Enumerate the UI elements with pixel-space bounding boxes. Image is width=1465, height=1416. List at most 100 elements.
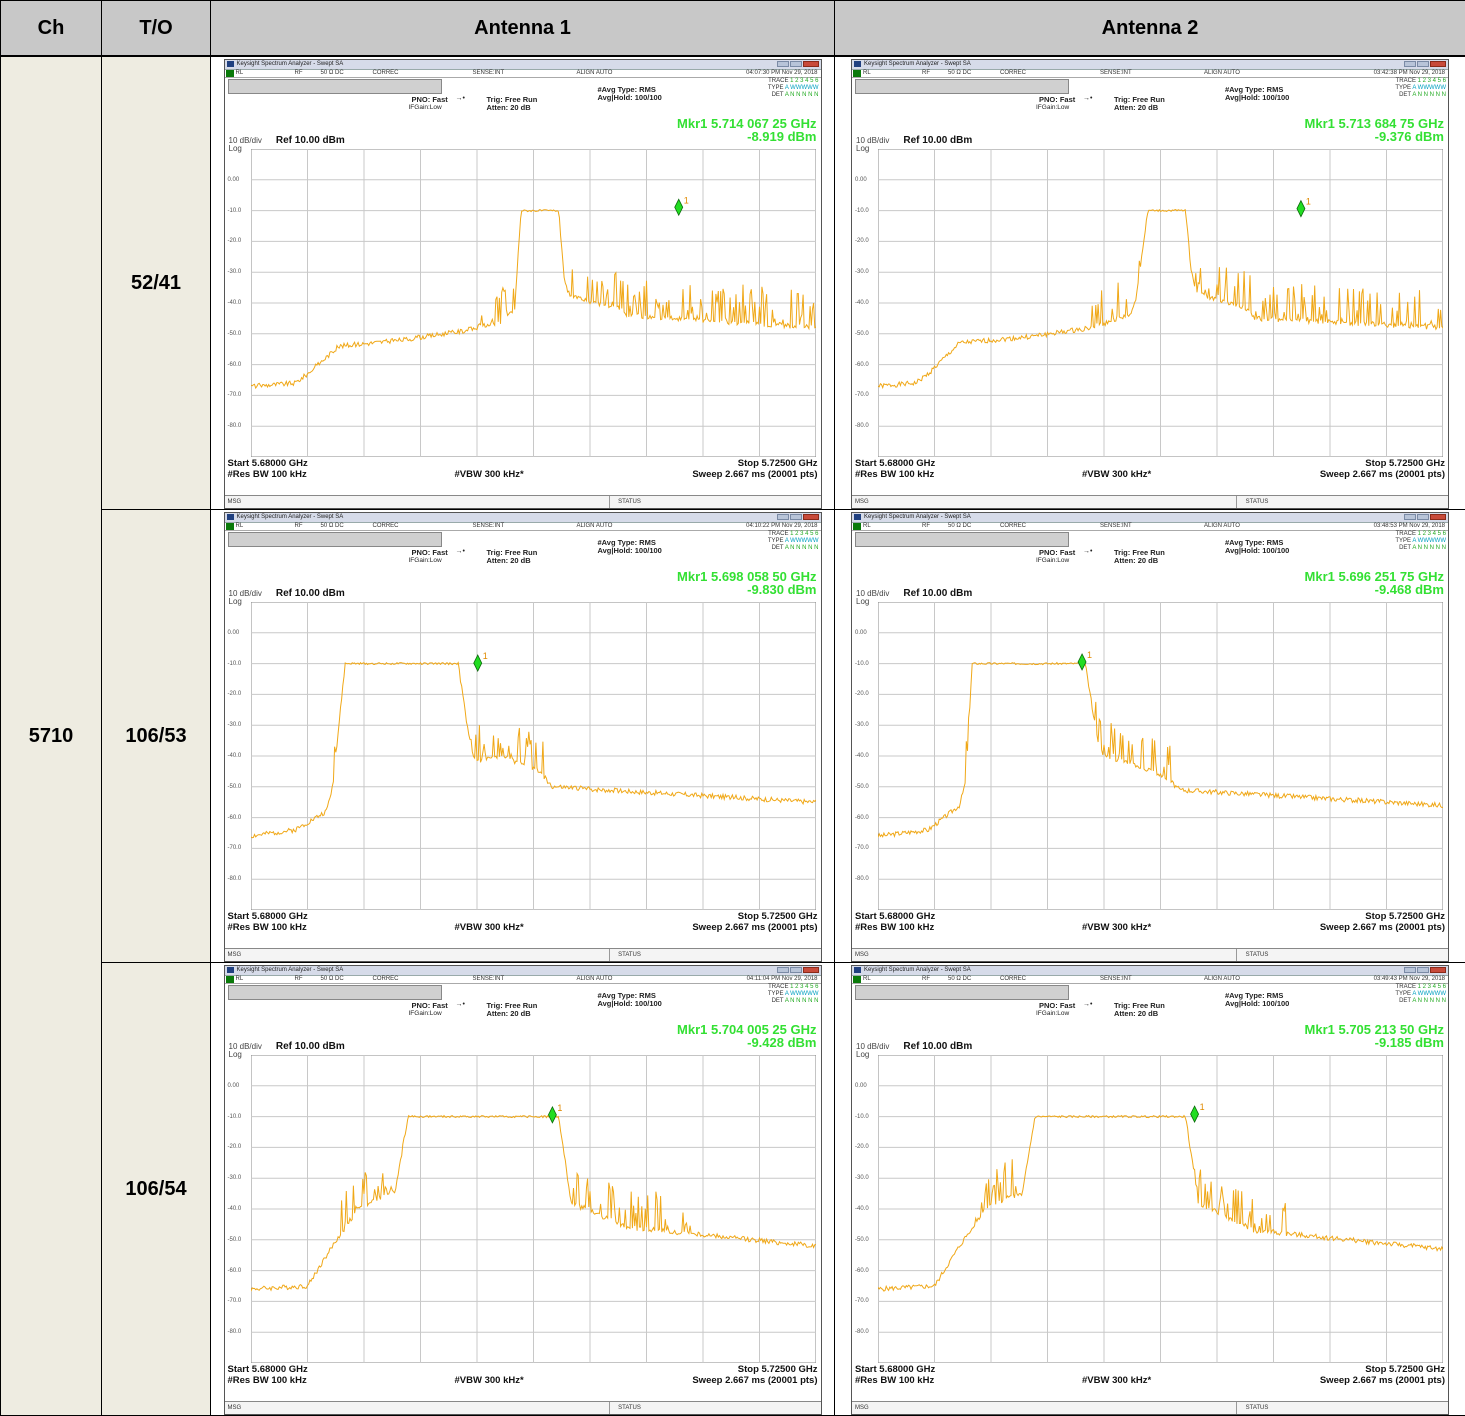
res-bw: #Res BW 100 kHz <box>855 470 934 480</box>
minimize-button[interactable] <box>1404 61 1416 67</box>
minimize-button[interactable] <box>777 514 789 520</box>
input-box[interactable] <box>228 532 442 547</box>
type-value: A WWWWW <box>785 538 819 544</box>
close-button[interactable] <box>1430 514 1446 520</box>
pno-label: PNO: Fast <box>1039 1002 1075 1010</box>
trace-numbers: 1 2 3 4 5 6 <box>1418 531 1446 537</box>
trace-info: TRACE 1 2 3 4 5 6 TYPE A WWWWW DET A N N… <box>768 78 819 99</box>
y-tick-label: -50.0 <box>855 331 869 337</box>
marker-readout: Mkr1 5.705 213 50 GHz -9.185 dBm <box>1305 1023 1444 1049</box>
window-title: Keysight Spectrum Analyzer - Swept SA <box>237 60 344 69</box>
ref-level: Ref 10.00 dBm <box>276 135 345 146</box>
restore-button[interactable] <box>790 61 802 67</box>
y-tick-label: -40.0 <box>228 300 242 306</box>
marker-readout: Mkr1 5.696 251 75 GHz -9.468 dBm <box>1305 570 1444 596</box>
restore-button[interactable] <box>1417 514 1429 520</box>
spectrum-analyzer-screenshot: Keysight Spectrum Analyzer - Swept SA RL… <box>224 59 822 509</box>
align-label: ALIGN AUTO <box>1204 523 1240 530</box>
y-tick-label: -80.0 <box>855 876 869 882</box>
correc-label: CORREC <box>373 523 399 530</box>
correc-label: CORREC <box>373 976 399 983</box>
screenshot-cell: Keysight Spectrum Analyzer - Swept SA RL… <box>835 510 1465 963</box>
window-controls <box>776 514 819 521</box>
det-label: DET <box>1399 545 1411 551</box>
pno-label: PNO: Fast <box>1039 549 1075 557</box>
y-tick-label: -30.0 <box>855 1175 869 1181</box>
spectrum-plot: 1 <box>251 149 816 457</box>
spectrum-analyzer-screenshot: Keysight Spectrum Analyzer - Swept SA RL… <box>851 965 1449 1415</box>
message-bar: MSG STATUS <box>225 495 821 508</box>
minimize-button[interactable] <box>1404 967 1416 973</box>
vbw: #VBW 300 kHz* <box>1082 1376 1151 1386</box>
avg-hold-label: Avg|Hold: 100/100 <box>598 1000 662 1008</box>
impedance-label: 50 Ω DC <box>321 70 344 77</box>
trace-label: TRACE <box>1396 531 1416 537</box>
correc-label: CORREC <box>1000 976 1026 983</box>
sweep-info: Sweep 2.667 ms (20001 pts) <box>1320 1376 1445 1386</box>
instrument-status-row: RL RF 50 Ω DC CORREC SENSE:INT ALIGN AUT… <box>225 70 821 78</box>
ref-level: Ref 10.00 dBm <box>903 1041 972 1052</box>
app-icon <box>227 61 234 67</box>
y-tick-label: 0.00 <box>228 177 240 183</box>
correc-label: CORREC <box>1000 523 1026 530</box>
marker-level: -9.830 dBm <box>677 583 816 596</box>
marker-level: -9.185 dBm <box>1305 1036 1444 1049</box>
type-label: TYPE <box>768 991 784 997</box>
det-label: DET <box>1399 998 1411 1004</box>
window-controls <box>776 61 819 68</box>
window-titlebar: Keysight Spectrum Analyzer - Swept SA <box>852 966 1448 976</box>
restore-button[interactable] <box>790 514 802 520</box>
marker-readout: Mkr1 5.698 058 50 GHz -9.830 dBm <box>677 570 816 596</box>
det-value: A N N N N N <box>785 998 819 1004</box>
log-label: Log <box>229 145 242 153</box>
y-tick-label: -70.0 <box>855 1298 869 1304</box>
input-box[interactable] <box>855 79 1069 94</box>
marker-level: -9.468 dBm <box>1305 583 1444 596</box>
det-label: DET <box>1399 92 1411 98</box>
y-tick-label: -70.0 <box>228 1298 242 1304</box>
input-box[interactable] <box>228 79 442 94</box>
start-frequency: Start 5.68000 GHz <box>228 912 308 922</box>
sense-label: SENSE:INT <box>473 70 505 77</box>
app-icon <box>854 61 861 67</box>
start-frequency: Start 5.68000 GHz <box>855 1365 935 1375</box>
close-button[interactable] <box>803 61 819 67</box>
input-box[interactable] <box>228 985 442 1000</box>
y-tick-label: -70.0 <box>228 392 242 398</box>
pno-label: PNO: Fast <box>1039 96 1075 104</box>
rf-label: RF <box>295 976 303 983</box>
close-button[interactable] <box>803 967 819 973</box>
close-button[interactable] <box>1430 967 1446 973</box>
minimize-button[interactable] <box>1404 514 1416 520</box>
restore-button[interactable] <box>790 967 802 973</box>
sense-label: SENSE:INT <box>1100 70 1132 77</box>
atten-label: Atten: 20 dB <box>1114 1010 1158 1018</box>
trigger-arrow-icon: →• <box>456 1001 465 1008</box>
trace-numbers: 1 2 3 4 5 6 <box>1418 984 1446 990</box>
vbw: #VBW 300 kHz* <box>1082 923 1151 933</box>
input-box[interactable] <box>855 985 1069 1000</box>
close-button[interactable] <box>1430 61 1446 67</box>
minimize-button[interactable] <box>777 61 789 67</box>
minimize-button[interactable] <box>777 967 789 973</box>
y-tick-label: -30.0 <box>855 722 869 728</box>
det-label: DET <box>772 545 784 551</box>
align-label: ALIGN AUTO <box>577 523 613 530</box>
close-button[interactable] <box>803 514 819 520</box>
y-tick-label: -60.0 <box>228 1268 242 1274</box>
screenshot-cell: Keysight Spectrum Analyzer - Swept SA RL… <box>211 56 835 510</box>
restore-button[interactable] <box>1417 967 1429 973</box>
correc-label: CORREC <box>373 70 399 77</box>
atten-label: Atten: 20 dB <box>487 1010 531 1018</box>
start-frequency: Start 5.68000 GHz <box>855 912 935 922</box>
sense-label: SENSE:INT <box>473 976 505 983</box>
det-value: A N N N N N <box>1412 998 1446 1004</box>
marker-readout: Mkr1 5.714 067 25 GHz -8.919 dBm <box>677 117 816 143</box>
window-title: Keysight Spectrum Analyzer - Swept SA <box>864 966 971 975</box>
start-frequency: Start 5.68000 GHz <box>228 459 308 469</box>
restore-button[interactable] <box>1417 61 1429 67</box>
status-label: STATUS <box>609 949 650 961</box>
input-box[interactable] <box>855 532 1069 547</box>
